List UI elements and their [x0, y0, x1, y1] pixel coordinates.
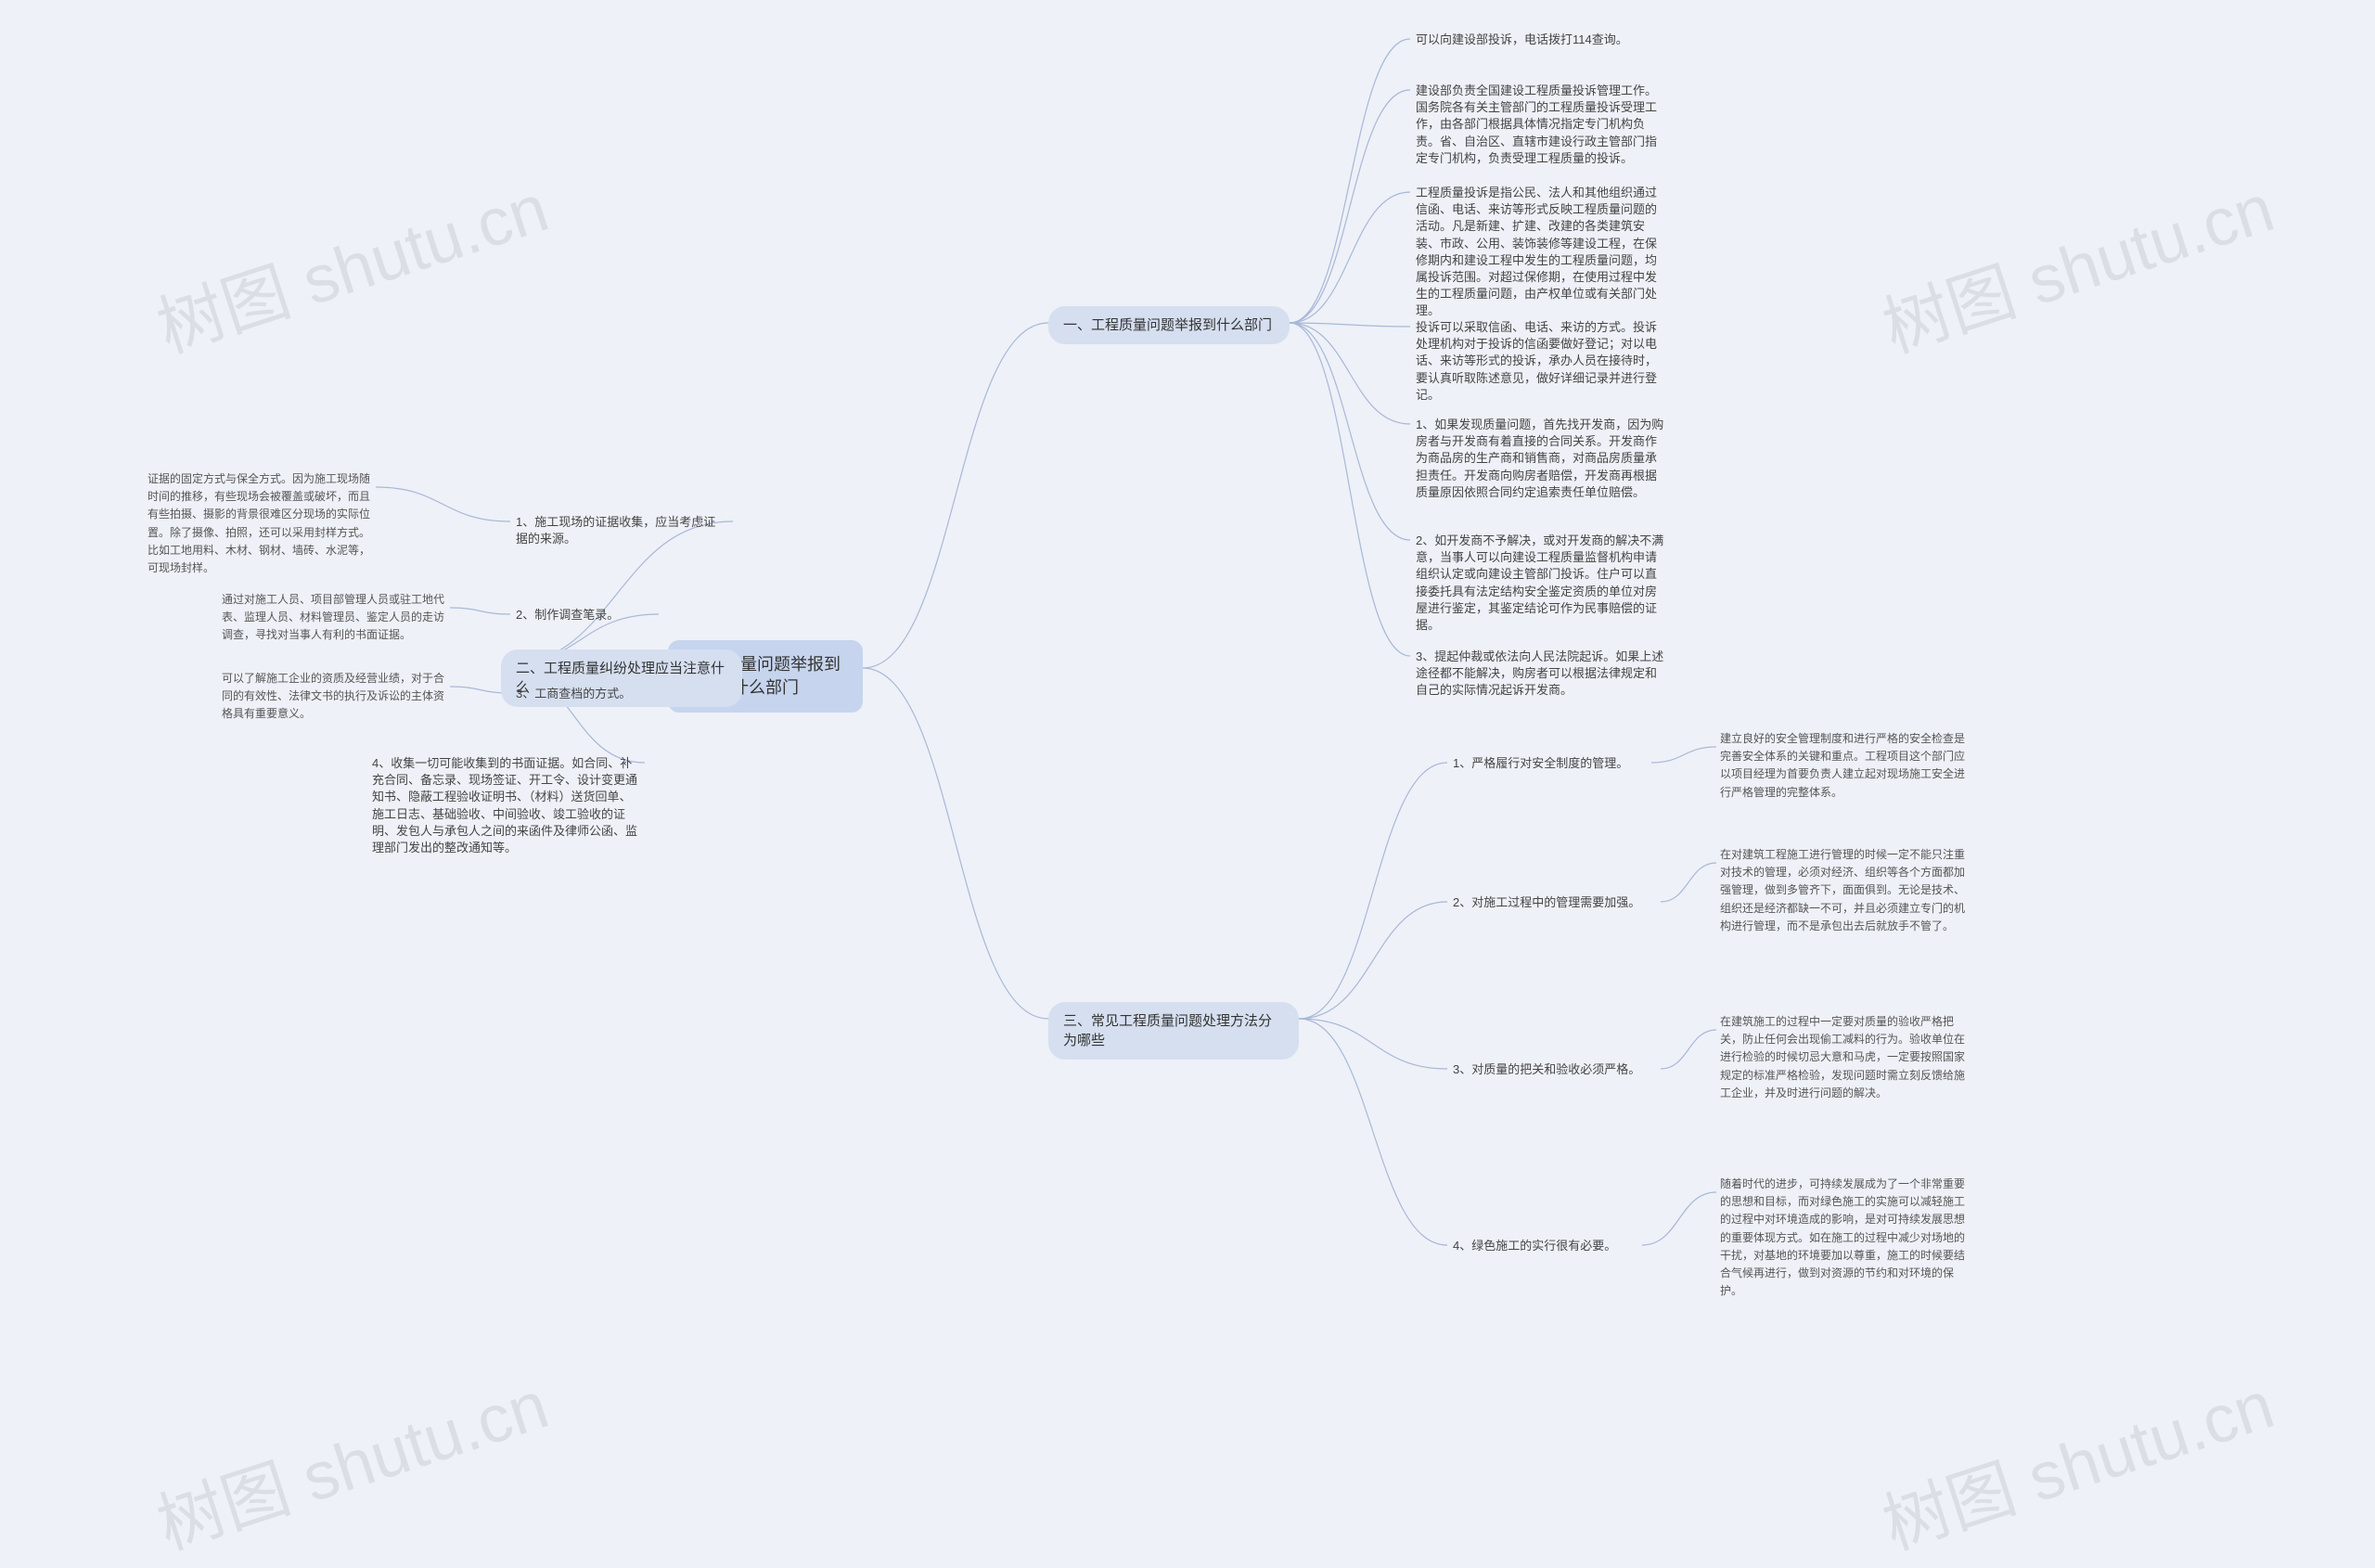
sub-node-b1c2: 建设部负责全国建设工程质量投诉管理工作。国务院各有关主管部门的工程质量投诉受理工… [1410, 79, 1670, 171]
leaf-node-b2c3l: 可以了解施工企业的资质及经营业绩，对于合同的有效性、法律文书的执行及诉讼的主体资… [218, 668, 450, 726]
sub-node-b3c1: 1、严格履行对安全制度的管理。 [1447, 752, 1651, 776]
sub-node-b1c3: 工程质量投诉是指公民、法人和其他组织通过信函、电话、来访等形式反映工程质量问题的… [1410, 181, 1670, 324]
leaf-node-b2c2l: 通过对施工人员、项目部管理人员或驻工地代表、监理人员、材料管理员、鉴定人员的走访… [218, 589, 450, 647]
sub-node-b2c1: 1、施工现场的证据收集，应当考虑证据的来源。 [510, 510, 733, 551]
watermark: 树图 shutu.cn [1868, 1350, 2283, 1568]
sub-node-b2c4: 4、收集一切可能收集到的书面证据。如合同、补充合同、备忘录、现场签证、开工令、设… [366, 752, 645, 860]
sub-node-b1c5: 1、如果发现质量问题，首先找开发商，因为购房者与开发商有着直接的合同关系。开发商… [1410, 413, 1670, 505]
sub-node-b1c4: 投诉可以采取信函、电话、来访的方式。投诉处理机构对于投诉的信函要做好登记；对以电… [1410, 315, 1670, 407]
sub-node-b1c7: 3、提起仲裁或依法向人民法院起诉。如果上述途径都不能解决，购房者可以根据法律规定… [1410, 645, 1670, 703]
watermark: 树图 shutu.cn [143, 1350, 558, 1568]
watermark: 树图 shutu.cn [1868, 153, 2283, 371]
sub-node-b3c2: 2、对施工过程中的管理需要加强。 [1447, 891, 1661, 915]
sub-node-b1c1: 可以向建设部投诉，电话拨打114查询。 [1410, 28, 1661, 52]
sub-node-b2c3: 3、工商查档的方式。 [510, 682, 659, 706]
leaf-node-b3c4l: 随着时代的进步，可持续发展成为了一个非常重要的思想和目标，而对绿色施工的实施可以… [1716, 1174, 1976, 1302]
leaf-node-b3c3l: 在建筑施工的过程中一定要对质量的验收严格把关，防止任何会出现偷工减料的行为。验收… [1716, 1011, 1976, 1104]
sub-node-b3c3: 3、对质量的把关和验收必须严格。 [1447, 1058, 1661, 1082]
leaf-node-b3c2l: 在对建筑工程施工进行管理的时候一定不能只注重对技术的管理，必须对经济、组织等各个… [1716, 844, 1976, 937]
leaf-node-b2c1l: 证据的固定方式与保全方式。因为施工现场随时间的推移，有些现场会被覆盖或破坏，而且… [144, 469, 376, 579]
sub-node-b2c2: 2、制作调查笔录。 [510, 603, 659, 627]
sub-node-b1c6: 2、如开发商不予解决，或对开发商的解决不满意，当事人可以向建设工程质量监督机构申… [1410, 529, 1670, 637]
main-node-b3: 三、常见工程质量问题处理方法分为哪些 [1048, 1002, 1299, 1060]
leaf-node-b3c1l: 建立良好的安全管理制度和进行严格的安全检查是完善安全体系的关键和重点。工程项目这… [1716, 728, 1976, 803]
watermark: 树图 shutu.cn [143, 153, 558, 371]
sub-node-b3c4: 4、绿色施工的实行很有必要。 [1447, 1234, 1642, 1258]
main-node-b1: 一、工程质量问题举报到什么部门 [1048, 306, 1290, 344]
